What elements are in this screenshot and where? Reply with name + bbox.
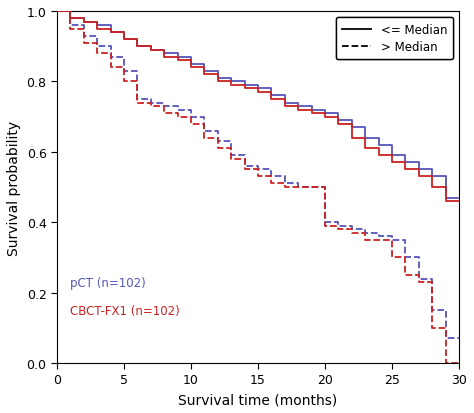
Text: pCT (n=102): pCT (n=102) [70, 276, 146, 289]
X-axis label: Survival time (months): Survival time (months) [178, 392, 337, 406]
Y-axis label: Survival probability: Survival probability [7, 120, 21, 255]
Legend: <= Median, > Median: <= Median, > Median [336, 18, 453, 60]
Text: CBCT-FX1 (n=102): CBCT-FX1 (n=102) [70, 304, 180, 317]
